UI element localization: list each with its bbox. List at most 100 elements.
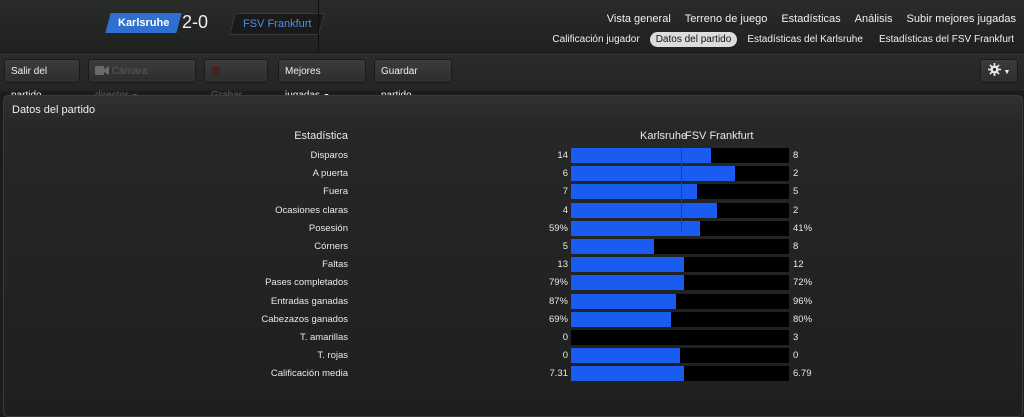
stat-label: Fuera — [323, 186, 348, 198]
home-bar-fill — [571, 311, 671, 327]
header-divider — [318, 0, 319, 52]
stat-bar — [571, 257, 789, 273]
home-bar-fill — [571, 184, 697, 200]
stat-row: T. amarillas 0 3 — [4, 330, 1022, 348]
exit-match-button[interactable]: Salir del partido — [4, 59, 80, 101]
away-value: 8 — [793, 150, 799, 161]
home-bar-fill — [571, 220, 700, 236]
home-value: 4 — [562, 204, 568, 216]
stat-row: Faltas 13 12 — [4, 257, 1022, 275]
camera-button[interactable]: Cámara director▼ — [88, 59, 196, 101]
stat-label: Ocasiones claras — [275, 204, 348, 216]
match-stats-panel: Datos del partido Estadística Karlsruhe … — [3, 95, 1023, 417]
away-value: 41% — [793, 222, 813, 234]
stat-bar — [571, 311, 789, 327]
save-match-button[interactable]: Guardar partido — [374, 59, 452, 101]
home-value: 7.31 — [549, 368, 569, 380]
home-bar-fill — [571, 239, 654, 254]
home-value: 59% — [548, 222, 568, 234]
home-value: 7 — [562, 186, 568, 198]
away-value: 72% — [793, 277, 813, 289]
tab-away-stats[interactable]: Estadísticas del FSV Frankfurt — [878, 34, 1014, 45]
stat-label: T. amarillas — [299, 332, 348, 343]
home-bar-fill — [571, 166, 735, 182]
gear-icon — [987, 63, 1001, 76]
nav-pitch[interactable]: Terreno de juego — [684, 13, 768, 25]
video-camera-icon — [95, 66, 109, 75]
home-value: 5 — [562, 241, 568, 252]
stat-bar — [571, 293, 789, 309]
stat-bar — [571, 202, 789, 218]
home-bar-fill — [571, 148, 711, 163]
stat-row: A puerta 6 2 — [4, 166, 1022, 184]
away-value: 12 — [793, 259, 804, 271]
stat-bar — [571, 366, 789, 382]
stat-label: Pases completados — [265, 277, 348, 289]
stat-label: Calificación media — [270, 368, 348, 380]
center-line — [681, 147, 682, 231]
record-button[interactable]: Grabar — [204, 59, 268, 101]
nav-analysis[interactable]: Análisis — [854, 13, 893, 25]
away-value: 8 — [793, 241, 799, 252]
away-value: 96% — [793, 295, 813, 307]
home-value: 79% — [548, 277, 568, 289]
stat-label: Posesión — [308, 222, 348, 234]
settings-button[interactable]: ▼ — [980, 59, 1018, 83]
stat-row: Pases completados 79% 72% — [4, 275, 1022, 293]
stat-row: Córners 5 8 — [4, 239, 1022, 257]
match-score: 2-0 — [182, 12, 209, 32]
away-column-header: FSV Frankfurt — [685, 130, 754, 142]
stat-label: T. rojas — [317, 350, 348, 362]
home-value: 87% — [548, 295, 568, 307]
stat-column-header: Estadística — [294, 130, 348, 142]
away-team-badge[interactable]: FSV Frankfurt — [229, 13, 326, 35]
nav-upload-highlights[interactable]: Subir mejores jugadas — [906, 13, 1016, 25]
stat-label: Disparos — [310, 150, 349, 161]
settings-caret-icon: ▼ — [1003, 69, 1011, 76]
panel-title: Datos del partido — [12, 104, 96, 116]
stat-label: A puerta — [312, 168, 348, 180]
stat-bar — [571, 239, 789, 254]
highlights-button[interactable]: Mejores jugadas▼ — [278, 59, 366, 101]
sub-nav: Calificación jugador Datos del partido E… — [546, 32, 1020, 47]
stat-bar — [571, 220, 789, 236]
home-bar-fill — [571, 257, 684, 273]
away-value: 0 — [793, 350, 799, 362]
home-bar-fill — [571, 293, 676, 309]
tab-match-stats[interactable]: Datos del partido — [649, 32, 738, 47]
home-value: 0 — [562, 332, 568, 343]
stat-label: Cabezazos ganados — [261, 313, 348, 325]
stat-row: Ocasiones claras 4 2 — [4, 202, 1022, 221]
home-column-header: Karlsruhe — [640, 130, 688, 142]
record-icon — [211, 65, 221, 75]
stat-bar — [571, 275, 789, 291]
away-value: 80% — [793, 313, 813, 325]
tab-player-ratings[interactable]: Calificación jugador — [552, 34, 640, 45]
stat-row: Posesión 59% 41% — [4, 220, 1022, 239]
stat-bar — [571, 148, 789, 163]
away-value: 6.79 — [793, 368, 812, 380]
home-value: 14 — [557, 150, 568, 161]
home-value: 6 — [562, 168, 568, 180]
stat-row: Cabezazos ganados 69% 80% — [4, 311, 1022, 330]
main-nav: Vista general Terreno de juego Estadísti… — [607, 13, 1016, 25]
home-bar-fill — [571, 348, 680, 364]
stat-row: Calificación media 7.31 6.79 — [4, 366, 1022, 384]
stat-row: Disparos 14 8 — [4, 148, 1022, 166]
nav-stats[interactable]: Estadísticas — [781, 13, 841, 25]
stat-row: T. rojas 0 0 — [4, 348, 1022, 366]
home-value: 13 — [557, 259, 568, 271]
stat-row: Entradas ganadas 87% 96% — [4, 293, 1022, 312]
home-team-name: Karlsruhe — [118, 17, 170, 29]
nav-overview[interactable]: Vista general — [606, 13, 671, 25]
tab-home-stats[interactable]: Estadísticas del Karlsruhe — [747, 34, 863, 45]
away-team-name: FSV Frankfurt — [243, 18, 312, 30]
home-team-badge[interactable]: Karlsruhe — [105, 13, 183, 33]
stat-bar — [571, 166, 789, 182]
stat-row: Fuera 7 5 — [4, 184, 1022, 202]
away-value: 3 — [793, 332, 799, 343]
away-value: 5 — [793, 186, 799, 198]
stat-label: Córners — [314, 241, 348, 252]
home-bar-fill — [571, 275, 684, 291]
stat-label: Faltas — [322, 259, 348, 271]
